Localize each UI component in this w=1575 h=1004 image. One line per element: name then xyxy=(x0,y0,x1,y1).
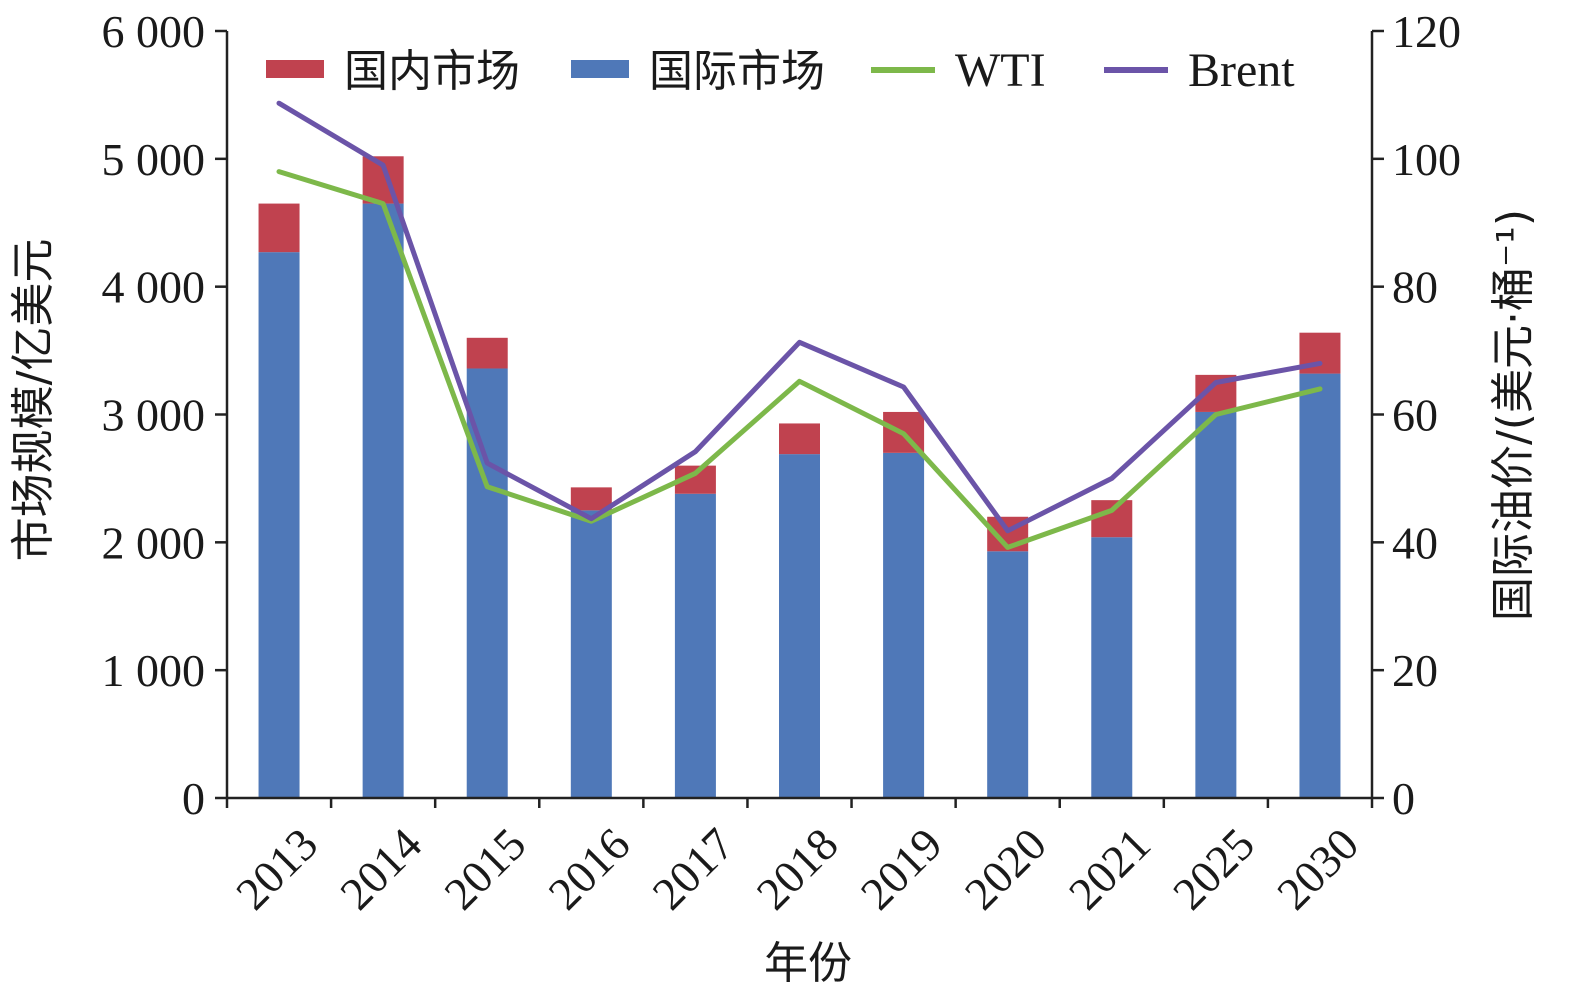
bar-intl-2021 xyxy=(1091,537,1133,798)
bar-intl-2017 xyxy=(674,493,716,798)
bars-layer xyxy=(258,156,1341,798)
bar-intl-2014 xyxy=(362,203,404,798)
bar-domestic-2016 xyxy=(570,487,612,511)
x-axis-title: 年份 xyxy=(764,938,852,989)
left-tick-label: 3 000 xyxy=(102,390,206,441)
left-tick-label: 6 000 xyxy=(102,6,206,57)
left-tick-label: 5 000 xyxy=(102,134,206,185)
right-tick-label: 120 xyxy=(1392,6,1461,57)
x-tick-label: 2018 xyxy=(747,818,848,919)
legend-swatch-0 xyxy=(266,60,324,78)
line-wti xyxy=(276,169,1323,550)
right-tick-label: 20 xyxy=(1392,645,1438,696)
right-axis-title: 国际油价/(美元·桶⁻¹) xyxy=(1488,209,1539,621)
axis-titles: 年份 市场规模/亿美元 国际油价/(美元·桶⁻¹) xyxy=(8,209,1539,989)
x-tick-label: 2030 xyxy=(1267,818,1368,919)
x-tick-label: 2014 xyxy=(330,818,431,919)
right-tick-label: 100 xyxy=(1392,134,1461,185)
left-tick-label: 1 000 xyxy=(102,645,206,696)
left-tick-label: 0 xyxy=(182,773,205,824)
legend-label-3: Brent xyxy=(1188,44,1295,97)
right-tick-label: 40 xyxy=(1392,517,1438,568)
bar-intl-2015 xyxy=(466,368,508,798)
bar-intl-2020 xyxy=(987,551,1029,798)
x-tick-label: 2019 xyxy=(851,818,952,919)
legend-swatch-1 xyxy=(571,60,629,78)
bar-intl-2018 xyxy=(779,454,820,798)
x-tick-label: 2017 xyxy=(643,818,744,919)
x-tick-label: 2013 xyxy=(226,818,327,919)
bar-intl-2016 xyxy=(570,510,612,798)
lines-layer xyxy=(276,100,1323,550)
legend-label-1: 国际市场 xyxy=(649,46,825,97)
legend: 国内市场 国际市场 WTI Brent xyxy=(266,44,1295,97)
line-brent xyxy=(276,100,1323,534)
left-tick-label: 4 000 xyxy=(102,262,206,313)
x-tick-label: 2020 xyxy=(955,818,1056,919)
bar-domestic-2021 xyxy=(1091,500,1133,538)
bar-domestic-2013 xyxy=(258,203,300,253)
x-tick-label: 2016 xyxy=(538,818,639,919)
right-tick-label: 60 xyxy=(1392,390,1438,441)
right-tick-label: 0 xyxy=(1392,773,1415,824)
legend-label-2: WTI xyxy=(955,44,1046,97)
bar-domestic-2018 xyxy=(779,423,820,455)
bar-intl-2013 xyxy=(258,252,300,798)
x-tick-label: 2015 xyxy=(434,818,535,919)
x-tick-label: 2025 xyxy=(1163,818,1264,919)
bar-intl-2019 xyxy=(883,452,925,798)
bar-domestic-2015 xyxy=(466,337,508,369)
legend-label-0: 国内市场 xyxy=(344,46,520,97)
left-tick-label: 2 000 xyxy=(102,517,206,568)
right-tick-label: 80 xyxy=(1392,262,1438,313)
x-tick-label: 2021 xyxy=(1059,818,1160,919)
left-axis-title: 市场规模/亿美元 xyxy=(8,239,59,562)
bar-intl-2025 xyxy=(1195,411,1237,798)
bar-intl-2030 xyxy=(1299,373,1341,798)
